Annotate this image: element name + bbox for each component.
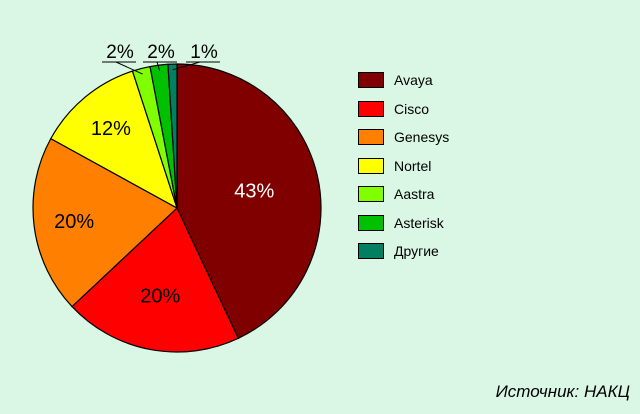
pie-label-aastra: 2% <box>106 42 134 63</box>
legend-item-asterisk: Asterisk <box>358 209 449 238</box>
pie-label-asterisk: 2% <box>147 42 175 63</box>
legend-label: Asterisk <box>394 214 444 231</box>
leader-line-other-6 <box>172 61 220 71</box>
legend-label: Другие <box>394 243 439 260</box>
legend-item-genesys: Genesys <box>358 123 449 152</box>
leader-line-asterisk <box>143 61 177 72</box>
pie-slice-avaya <box>176 63 322 340</box>
legend-swatch <box>358 186 384 203</box>
legend-label: Aastra <box>394 186 435 203</box>
legend-label: Avaya <box>394 72 433 89</box>
legend-item-cisco: Cisco <box>358 95 449 124</box>
legend-item-other-6: Другие <box>358 237 449 266</box>
legend-swatch <box>358 100 384 117</box>
leader-line-aastra <box>102 61 143 75</box>
legend-item-aastra: Aastra <box>358 180 449 209</box>
legend-swatch <box>358 214 384 231</box>
pie-label-genesys: 20% <box>54 211 94 233</box>
source-note: Источник: НАКЦ <box>495 382 630 401</box>
legend-label: Nortel <box>394 157 432 174</box>
pie-slice-genesys <box>32 137 179 308</box>
legend-label: Cisco <box>394 100 430 117</box>
pie-label-nortel: 12% <box>91 118 131 140</box>
legend-swatch <box>358 72 384 89</box>
legend-swatch <box>358 243 384 260</box>
pie-slice-nortel <box>49 70 179 210</box>
pie-label-avaya: 43% <box>234 181 274 203</box>
legend-item-nortel: Nortel <box>358 152 449 181</box>
pie-slice-other-6 <box>167 63 178 209</box>
legend: Avaya Cisco Genesys Nortel Aastra Asterisk Дру… <box>358 66 449 266</box>
legend-label: Genesys <box>394 129 450 146</box>
pie-slice-cisco <box>71 206 240 353</box>
legend-swatch <box>358 157 384 174</box>
legend-swatch <box>358 129 384 146</box>
legend-item-avaya: Avaya <box>358 66 449 95</box>
pie-label-other-6: 1% <box>190 42 218 63</box>
pie-label-cisco: 20% <box>140 286 180 308</box>
